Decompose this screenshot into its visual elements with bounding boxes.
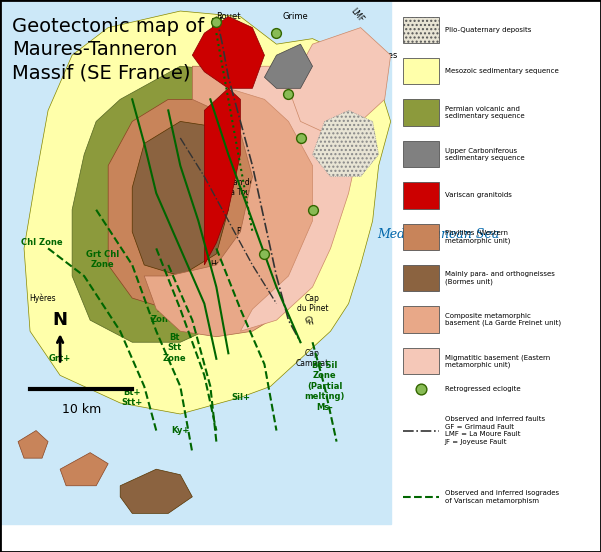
Polygon shape bbox=[204, 88, 240, 265]
Text: Grt Chl
Zone: Grt Chl Zone bbox=[85, 250, 119, 269]
Text: Cannes: Cannes bbox=[367, 51, 398, 60]
Text: LMF: LMF bbox=[349, 7, 365, 24]
Text: Fréjus: Fréjus bbox=[337, 94, 363, 104]
Polygon shape bbox=[144, 66, 325, 337]
Text: Hyères: Hyères bbox=[29, 293, 55, 303]
Text: Bt
Ky
Zone: Bt Ky Zone bbox=[150, 294, 174, 324]
Polygon shape bbox=[18, 431, 48, 458]
Bar bbox=[403, 265, 439, 291]
Polygon shape bbox=[60, 453, 108, 486]
Text: GF: GF bbox=[217, 93, 228, 105]
Bar bbox=[403, 348, 439, 374]
Point bbox=[260, 250, 269, 258]
Polygon shape bbox=[264, 44, 313, 88]
Bar bbox=[0, 0, 391, 524]
Point bbox=[272, 29, 281, 38]
Text: Mediterranean Sea: Mediterranean Sea bbox=[377, 228, 500, 241]
Text: Composite metamorphic
basement (La Garde Freinet unit): Composite metamorphic basement (La Garde… bbox=[445, 313, 561, 326]
Text: 10 km: 10 km bbox=[61, 403, 101, 416]
Text: Cap
Camarat: Cap Camarat bbox=[296, 349, 329, 369]
Text: Rouet: Rouet bbox=[216, 12, 241, 21]
Bar bbox=[403, 99, 439, 126]
Text: Chl Zone: Chl Zone bbox=[21, 238, 63, 247]
Polygon shape bbox=[108, 99, 252, 309]
Text: Sil+: Sil+ bbox=[231, 393, 250, 402]
Point bbox=[416, 385, 426, 394]
Text: Bt
Stt
Zone: Bt Stt Zone bbox=[162, 333, 186, 363]
Text: St Tropez: St Tropez bbox=[288, 244, 323, 253]
Polygon shape bbox=[288, 28, 391, 132]
Text: Plio-Quaternary deposits: Plio-Quaternary deposits bbox=[445, 27, 531, 33]
Point bbox=[212, 18, 221, 26]
Polygon shape bbox=[72, 66, 313, 342]
Bar bbox=[403, 17, 439, 43]
Text: Mainly para- and orthogneisses
(Bormes unit): Mainly para- and orthogneisses (Bormes u… bbox=[445, 272, 555, 285]
Polygon shape bbox=[192, 17, 264, 88]
Polygon shape bbox=[120, 469, 192, 513]
Bar bbox=[403, 224, 439, 250]
Text: Upper Carboniferous
sedimentary sequence: Upper Carboniferous sedimentary sequence bbox=[445, 147, 524, 161]
Text: Plan de
la Tour: Plan de la Tour bbox=[226, 178, 255, 198]
Text: Cap
du Pinet: Cap du Pinet bbox=[297, 294, 328, 314]
Text: N: N bbox=[53, 311, 67, 329]
Text: Variscan granitoids: Variscan granitoids bbox=[445, 193, 511, 198]
Text: Bt Sil
Zone
(Partial
melting)
Ms-: Bt Sil Zone (Partial melting) Ms- bbox=[304, 361, 345, 412]
Bar bbox=[403, 58, 439, 84]
Point bbox=[308, 205, 317, 214]
Text: Bt Ms Sil
Zone: Bt Ms Sil Zone bbox=[220, 310, 261, 330]
Point bbox=[284, 89, 293, 98]
Text: Grt+: Grt+ bbox=[49, 354, 72, 363]
Text: Hermitan: Hermitan bbox=[210, 261, 246, 269]
Text: Ky+: Ky+ bbox=[171, 426, 189, 435]
Text: GF: GF bbox=[301, 314, 312, 326]
Text: Grime: Grime bbox=[282, 12, 308, 21]
Text: Phyllites (Western
metamorphic unit): Phyllites (Western metamorphic unit) bbox=[445, 230, 510, 244]
Point bbox=[296, 134, 305, 142]
Text: Bt+
Stt+: Bt+ Stt+ bbox=[121, 388, 143, 407]
Bar bbox=[403, 182, 439, 209]
Text: Les Cavalières: Les Cavalières bbox=[225, 123, 280, 131]
Text: Mesozoic sedimentary sequence: Mesozoic sedimentary sequence bbox=[445, 68, 558, 74]
Text: Retrogressed eclogite: Retrogressed eclogite bbox=[445, 386, 520, 392]
Bar bbox=[403, 141, 439, 167]
Text: Reverdit: Reverdit bbox=[236, 227, 269, 236]
Text: Observed and inferred faults
GF = Grimaud Fault
LMF = La Moure Fault
JF = Joyeus: Observed and inferred faults GF = Grimau… bbox=[445, 416, 545, 445]
Polygon shape bbox=[313, 110, 379, 177]
Text: Geotectonic map of the
Maures-Tanneron
Massif (SE France): Geotectonic map of the Maures-Tanneron M… bbox=[12, 17, 242, 83]
Polygon shape bbox=[132, 121, 228, 276]
Bar bbox=[403, 306, 439, 333]
Text: Observed and inferred isogrades
of Variscan metamorphism: Observed and inferred isogrades of Varis… bbox=[445, 490, 559, 503]
Text: Permian volcanic and
sedimentary sequence: Permian volcanic and sedimentary sequenc… bbox=[445, 106, 524, 119]
Polygon shape bbox=[24, 11, 391, 414]
Text: Migmatitic basement (Eastern
metamorphic unit): Migmatitic basement (Eastern metamorphic… bbox=[445, 354, 550, 368]
Polygon shape bbox=[228, 66, 361, 331]
